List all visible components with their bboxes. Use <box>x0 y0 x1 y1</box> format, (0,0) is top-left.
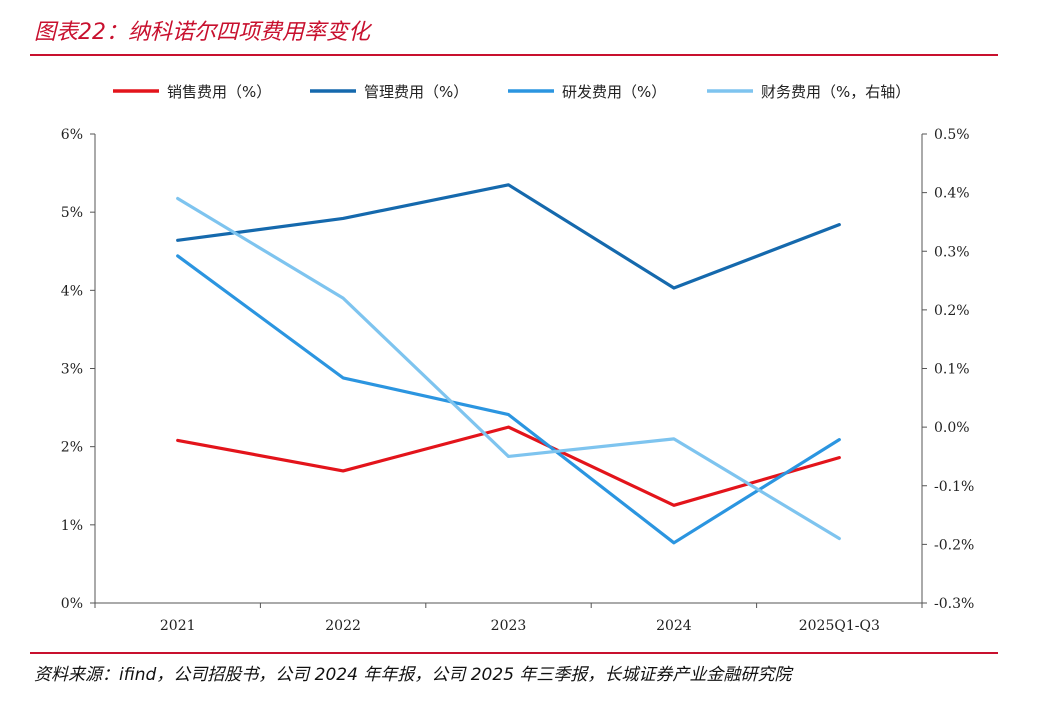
axes: 0% 1% 2% 3% 4% 5% 6% -0.3% -0.2% -0.1% 0.0% 0.1% 0.2… <box>61 127 975 634</box>
source-note: 资料来源：ifind，公司招股书，公司 2024 年年报，公司 2025 年三季… <box>34 665 792 685</box>
y-left-tick-label: 6% <box>61 127 83 143</box>
legend-label: 销售费用（%） <box>167 83 271 101</box>
y-left-tick-label: 3% <box>61 362 83 378</box>
line-chart: 销售费用（%） 管理费用（%） 研发费用（%） 财务费用（%，右轴） 0% 1% 2% 3%… <box>61 83 975 634</box>
series-lines <box>176 183 841 545</box>
y-right-tick-label: 0.2% <box>934 303 970 319</box>
legend-label: 管理费用（%） <box>364 83 468 101</box>
chart-title: 图表22：纳科诺尔四项费用率变化 <box>34 20 370 45</box>
legend: 销售费用（%） 管理费用（%） 研发费用（%） 财务费用（%，右轴） <box>113 83 910 101</box>
x-tick-label: 2023 <box>491 618 527 634</box>
y-right-tick-label: 0.4% <box>934 186 970 202</box>
y-right-tick-label: -0.1% <box>934 479 974 495</box>
y-left-tick-label: 0% <box>61 596 83 612</box>
y-right-tick-label: 0.3% <box>934 244 970 260</box>
y-left-tick-label: 5% <box>61 205 83 221</box>
x-tick-label: 2024 <box>656 618 692 634</box>
x-tick-label: 2021 <box>160 618 196 634</box>
y-right-tick-label: 0.5% <box>934 127 970 143</box>
series-line-2 <box>176 183 841 290</box>
y-right-tick-label: 0.1% <box>934 362 970 378</box>
x-tick-label: 2025Q1-Q3 <box>799 618 880 634</box>
series-line-3 <box>176 254 841 545</box>
title-divider <box>30 54 998 56</box>
y-right-tick-label: -0.2% <box>934 537 974 553</box>
legend-label: 财务费用（%，右轴） <box>761 83 910 101</box>
y-left-tick-label: 1% <box>61 518 83 534</box>
series-line-1 <box>176 425 841 507</box>
y-right-tick-label: 0.0% <box>934 420 970 436</box>
series-line-4 <box>176 196 841 541</box>
y-right-tick-label: -0.3% <box>934 596 974 612</box>
footer-divider <box>30 652 998 654</box>
y-left-tick-label: 2% <box>61 440 83 456</box>
y-left-tick-label: 4% <box>61 283 83 299</box>
x-tick-label: 2022 <box>325 618 361 634</box>
legend-label: 研发费用（%） <box>562 83 666 101</box>
